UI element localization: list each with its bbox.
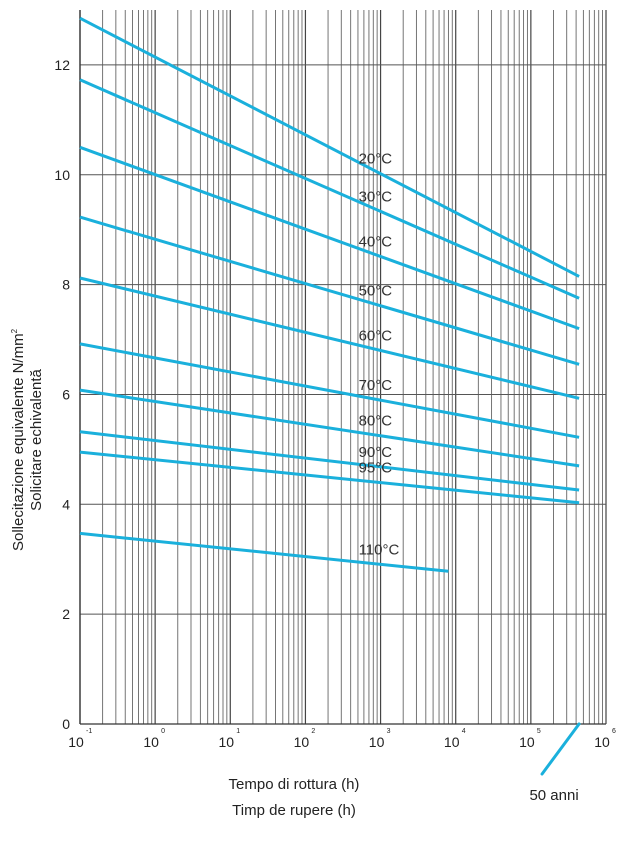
x-tick-exponent: 2 xyxy=(311,728,315,735)
series-line-30c xyxy=(79,78,580,300)
x-tick-exponent: 1 xyxy=(236,728,240,735)
x-tick-exponent: 5 xyxy=(537,728,541,735)
y-tick-label: 8 xyxy=(62,277,70,293)
x-tick-exponent: 6 xyxy=(612,728,616,735)
y-tick-label: 0 xyxy=(62,716,70,732)
y-axis-title-line-2: Solicitare echivalentă xyxy=(28,368,45,510)
annotation-50-anni: 50 anni xyxy=(529,787,578,804)
x-tick-label: 10 xyxy=(519,734,535,750)
grid-lines xyxy=(79,10,607,725)
svg-text:Sollecitazione equivalente N/m: Sollecitazione equivalente N/mm2 xyxy=(10,328,27,551)
x-tick-exponent: 3 xyxy=(387,728,391,735)
series-label: 60°C xyxy=(359,327,393,344)
series-line-90c xyxy=(79,430,580,492)
x-tick-exponent: 0 xyxy=(161,728,165,735)
series-line-20c xyxy=(79,16,580,278)
x-tick-label: 10 xyxy=(143,734,159,750)
annotation-pointer xyxy=(540,722,581,776)
series-label: 90°C xyxy=(359,444,393,461)
x-tick-exponent: -1 xyxy=(86,728,92,735)
series-line-70c xyxy=(79,342,580,439)
y-tick-label: 4 xyxy=(62,496,70,512)
series-label: 80°C xyxy=(359,413,393,430)
y-axis-title-line-1: Sollecitazione equivalente N/mm xyxy=(10,333,27,551)
series-label: 20°C xyxy=(359,151,393,168)
y-axis-title-superscript: 2 xyxy=(10,328,19,333)
series-lines: 20°C 30°C 40°C 50°C 60°C 70°C 80°C 90°C95°C 110°… xyxy=(79,16,580,573)
y-tick-label: 12 xyxy=(54,57,70,73)
y-tick-label: 6 xyxy=(62,386,70,402)
y-axis-title: Sollecitazione equivalente N/mm2 Solicit… xyxy=(10,328,45,551)
y-tick-label: 10 xyxy=(54,167,70,183)
y-tick-label: 2 xyxy=(62,606,70,622)
x-axis-title-line-1: Tempo di rottura (h) xyxy=(229,776,360,793)
series-line-110c xyxy=(79,531,449,573)
series-label: 95°C xyxy=(359,460,393,477)
x-tick-exponent: 4 xyxy=(462,728,466,735)
x-tick-label: 10 xyxy=(294,734,310,750)
series-line-80c xyxy=(79,388,580,468)
series-label: 70°C xyxy=(359,377,393,394)
x-tick-label: 10 xyxy=(594,734,610,750)
x-tick-label: 10 xyxy=(218,734,234,750)
series-line-40c xyxy=(79,145,580,331)
series-line-50c xyxy=(79,215,580,366)
series-line-95c xyxy=(79,450,580,505)
series-label: 110°C xyxy=(359,541,400,558)
x-tick-label: 10 xyxy=(68,734,84,750)
series-label: 30°C xyxy=(359,188,393,205)
x-tick-label: 10 xyxy=(444,734,460,750)
x-tick-label: 10 xyxy=(369,734,385,750)
series-label: 40°C xyxy=(359,233,393,250)
series-line-60c xyxy=(79,276,580,400)
x-axis-title-line-2: Timp de rupere (h) xyxy=(232,802,356,819)
series-label: 50°C xyxy=(359,283,393,300)
